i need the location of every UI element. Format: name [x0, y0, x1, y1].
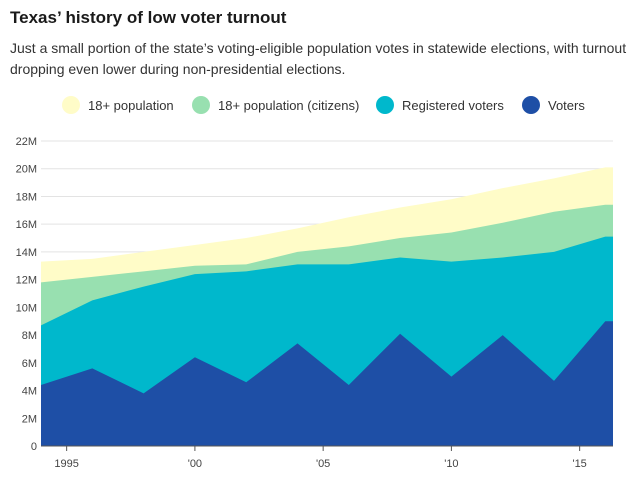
x-tick-label: '15 [572, 458, 586, 470]
y-tick-label: 6M [22, 358, 37, 370]
area-voters [41, 321, 613, 446]
legend-label-voters: Voters [548, 97, 585, 113]
legend-item-registered-voters: Registered voters [376, 96, 504, 114]
y-tick-label: 2M [22, 413, 37, 425]
chart-title: Texas’ history of low voter turnout [10, 8, 287, 27]
y-tick-label: 14M [16, 247, 37, 259]
legend-swatch-18plus-population [62, 96, 80, 114]
y-tick-label: 0 [31, 441, 37, 453]
x-tick-label: '00 [188, 458, 202, 470]
legend-label-18plus-population: 18+ population [88, 97, 174, 113]
chart-subtitle: Just a small portion of the state’s voti… [10, 40, 627, 77]
legend-swatch-registered-voters [376, 96, 394, 114]
legend-item-18plus-population: 18+ population [62, 96, 174, 114]
legend-swatch-18plus-citizens [192, 96, 210, 114]
y-tick-label: 12M [16, 275, 37, 287]
y-tick-label: 22M [16, 136, 37, 148]
legend-item-voters: Voters [522, 96, 585, 114]
legend-label-18plus-citizens: 18+ population (citizens) [218, 97, 360, 113]
x-tick-label: '05 [316, 458, 330, 470]
y-tick-label: 18M [16, 191, 37, 203]
legend: 18+ population 18+ population (citizens)… [0, 96, 638, 120]
area-chart: 0 2M 4M 6M 8M 10M 12M 14M 16M 18M 20M 22M 1995 '00 '05… [16, 136, 613, 470]
y-tick-label: 4M [22, 386, 37, 398]
legend-label-registered-voters: Registered voters [402, 97, 504, 113]
legend-swatch-voters [522, 96, 540, 114]
x-tick-label: '10 [444, 458, 458, 470]
legend-item-18plus-citizens: 18+ population (citizens) [192, 96, 359, 114]
y-tick-label: 16M [16, 219, 37, 231]
y-tick-label: 8M [22, 330, 37, 342]
y-tick-label: 10M [16, 302, 37, 314]
y-tick-label: 20M [16, 164, 37, 176]
x-tick-label: 1995 [54, 458, 78, 470]
